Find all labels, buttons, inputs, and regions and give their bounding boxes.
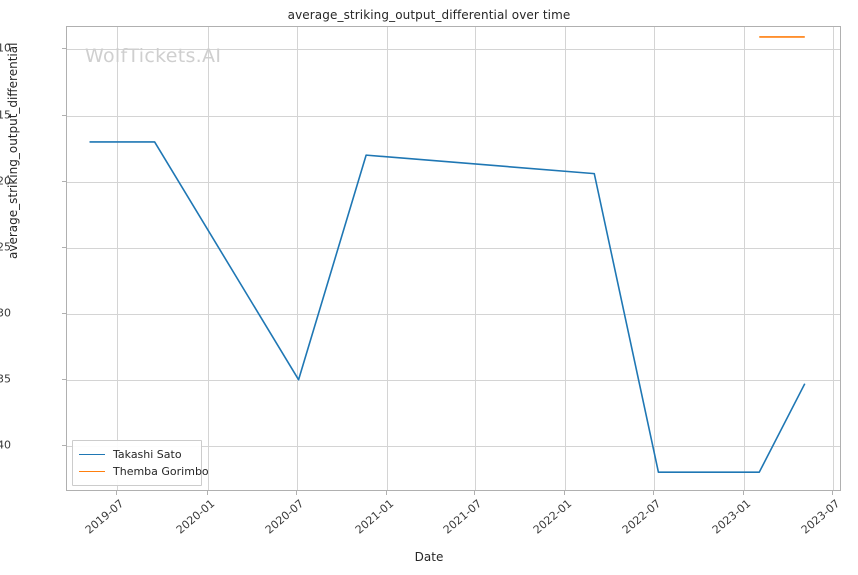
x-axis-tick-mark [832,491,833,495]
x-axis-tick-mark [386,491,387,495]
x-axis-tick-label: 2023-01 [709,497,754,537]
gridline-vertical [475,27,476,490]
legend-item-label: Themba Gorimbo [113,465,209,478]
gridline-vertical [297,27,298,490]
y-axis-tick-mark [62,378,66,380]
gridline-horizontal [67,446,840,447]
x-axis-tick-mark [116,491,117,495]
y-axis-tick-mark [62,444,66,446]
x-axis-label: Date [414,550,444,564]
y-axis-tick-mark [62,312,66,314]
legend-item[interactable]: Themba Gorimbo [79,463,209,480]
y-axis-tick-label: −15 [0,108,11,121]
x-axis-tick-label: 2020-07 [262,497,306,537]
legend-color-swatch [79,471,105,472]
y-axis-tick-label: −40 [0,438,11,452]
x-axis-tick-label: 2021-07 [441,497,485,537]
gridline-vertical [833,27,834,490]
gridline-horizontal [67,314,840,315]
gridline-vertical [117,27,118,490]
y-axis-tick-label: −20 [0,174,11,188]
x-axis-tick-mark [207,491,208,495]
x-axis-tick-label: 2023-07 [798,497,843,537]
legend-item[interactable]: Takashi Sato [79,446,194,463]
y-axis-label: average_striking_output_differential [6,42,20,259]
y-axis-tick-label: −30 [0,306,11,320]
x-axis-tick-mark [296,491,297,495]
y-axis-tick-mark [62,48,66,50]
gridline-vertical [654,27,655,490]
legend-item-label: Takashi Sato [113,448,182,461]
x-axis-tick-mark [653,491,654,495]
gridline-horizontal [67,116,840,117]
x-axis-tick-mark [564,491,565,495]
gridline-horizontal [67,380,840,381]
gridline-vertical [208,27,209,490]
x-axis-tick-label: 2019-07 [83,497,127,537]
y-axis-tick-mark [62,180,66,182]
y-axis-tick-label: −35 [0,372,11,386]
y-axis-tick-mark [62,114,66,116]
gridline-horizontal [67,248,840,249]
y-axis-tick-label: −25 [0,240,11,254]
legend-color-swatch [79,454,105,455]
x-axis-tick-label: 2022-01 [531,497,575,537]
x-axis-tick-label: 2021-01 [352,497,397,537]
x-axis-tick-label: 2020-01 [173,497,217,537]
data-series-line [89,141,806,473]
gridline-horizontal [67,49,840,50]
chart-legend: Takashi Sato Themba Gorimbo [72,440,209,486]
x-axis-tick-mark [474,491,475,495]
gridline-vertical [565,27,566,490]
y-axis-tick-mark [62,246,66,248]
data-lines [89,36,806,473]
x-axis-tick-label: 2022-07 [619,497,664,537]
gridline-horizontal [67,182,840,183]
gridline-vertical [744,27,745,490]
y-axis-tick-label: −10 [0,41,11,55]
x-axis-tick-mark [743,491,744,495]
chart-title: average_striking_output_differential ove… [287,8,571,22]
plot-area: WolfTickets.AI [66,26,841,491]
gridline-vertical [387,27,388,490]
